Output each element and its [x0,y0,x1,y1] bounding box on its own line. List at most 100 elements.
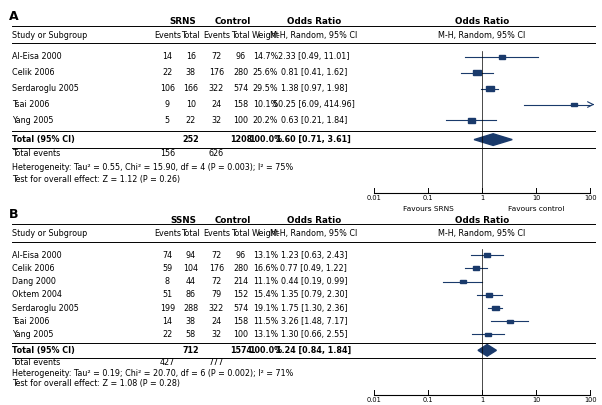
Text: 1.30 [0.66, 2.55]: 1.30 [0.66, 2.55] [281,330,347,339]
Text: 32: 32 [211,330,222,339]
Text: 214: 214 [234,277,249,286]
Text: 50.25 [6.09, 414.96]: 50.25 [6.09, 414.96] [273,100,355,109]
Text: M-H, Random, 95% CI: M-H, Random, 95% CI [438,31,526,40]
Text: 158: 158 [234,317,249,326]
Text: 0.1: 0.1 [423,195,433,201]
Polygon shape [474,134,512,145]
Text: Serdaroglu 2005: Serdaroglu 2005 [12,84,79,93]
Text: Tsai 2006: Tsai 2006 [12,100,49,109]
Text: 280: 280 [234,264,249,273]
Text: 280: 280 [234,68,249,77]
Text: Odds Ratio: Odds Ratio [287,17,341,26]
Text: 59: 59 [163,264,173,273]
Text: Favours control: Favours control [508,206,564,212]
Text: 176: 176 [209,264,224,273]
Text: 322: 322 [209,303,224,313]
Bar [473,70,481,75]
Text: 0.77 [0.49, 1.22]: 0.77 [0.49, 1.22] [281,264,347,273]
Bar [486,293,492,297]
Text: Events: Events [154,31,181,40]
Text: Weight: Weight [252,229,279,238]
Bar [468,118,474,122]
Text: 24: 24 [211,100,222,109]
Text: 58: 58 [185,330,196,339]
Text: 13.1%: 13.1% [253,330,278,339]
Text: Test for overall effect: Z = 1.08 (P = 0.28): Test for overall effect: Z = 1.08 (P = 0… [12,379,180,388]
Text: 8: 8 [165,277,170,286]
Text: 22: 22 [163,330,173,339]
Text: Test for overall effect: Z = 1.12 (P = 0.26): Test for overall effect: Z = 1.12 (P = 0… [12,175,180,184]
Text: Study or Subgroup: Study or Subgroup [12,229,87,238]
Text: 626: 626 [209,149,224,158]
Text: 14: 14 [163,52,172,61]
Text: 14.7%: 14.7% [253,52,278,61]
Text: 0.81 [0.41, 1.62]: 0.81 [0.41, 1.62] [281,68,347,77]
Bar [473,266,479,270]
Text: Total: Total [232,229,250,238]
Text: 9: 9 [165,100,170,109]
Text: Weight: Weight [252,31,279,40]
Text: 38: 38 [186,68,196,77]
Text: 574: 574 [234,84,249,93]
Text: 1.24 [0.84, 1.84]: 1.24 [0.84, 1.84] [276,346,352,355]
Text: 0.44 [0.19, 0.99]: 0.44 [0.19, 0.99] [281,277,347,286]
Text: 25.6%: 25.6% [253,68,278,77]
Text: Total: Total [232,31,250,40]
Text: Dang 2000: Dang 2000 [12,277,56,286]
Text: Al-Eisa 2000: Al-Eisa 2000 [12,251,61,260]
Text: 1.38 [0.97, 1.98]: 1.38 [0.97, 1.98] [281,84,347,93]
Text: Al-Eisa 2000: Al-Eisa 2000 [12,52,61,61]
Text: Odds Ratio: Odds Ratio [287,215,341,225]
Bar [492,306,498,310]
Bar [507,320,513,323]
Text: Total events: Total events [12,149,60,158]
Text: 44: 44 [186,277,196,286]
Text: 199: 199 [160,303,175,313]
Text: 11.5%: 11.5% [253,317,278,326]
Text: 24: 24 [211,317,222,326]
Text: 86: 86 [186,290,196,299]
Text: 16.6%: 16.6% [253,264,278,273]
Text: Yang 2005: Yang 2005 [12,330,54,339]
Text: Heterogeneity: Tau² = 0.55, Chi² = 15.90, df = 4 (P = 0.003); I² = 75%: Heterogeneity: Tau² = 0.55, Chi² = 15.90… [12,163,293,172]
Bar [486,86,494,91]
Bar [571,103,577,106]
Text: Heterogeneity: Tau² = 0.19; Chi² = 20.70, df = 6 (P = 0.002); I² = 71%: Heterogeneity: Tau² = 0.19; Chi² = 20.70… [12,369,293,378]
Text: 1.35 [0.79, 2.30]: 1.35 [0.79, 2.30] [281,290,347,299]
Text: 712: 712 [182,346,199,355]
Text: 100.0%: 100.0% [249,346,282,355]
Text: 288: 288 [183,303,198,313]
Text: 10: 10 [532,396,541,403]
Text: SSNS: SSNS [170,215,196,225]
Text: M-H, Random, 95% CI: M-H, Random, 95% CI [270,229,358,238]
Text: 11.1%: 11.1% [253,277,278,286]
Text: Total: Total [181,229,200,238]
Text: 72: 72 [211,251,222,260]
Text: M-H, Random, 95% CI: M-H, Random, 95% CI [438,229,526,238]
Text: 100: 100 [234,330,249,339]
Text: 16: 16 [186,52,196,61]
Text: 1574: 1574 [230,346,252,355]
Text: Total events: Total events [12,358,60,367]
Text: SRNS: SRNS [170,17,196,26]
Text: 1.23 [0.63, 2.43]: 1.23 [0.63, 2.43] [281,251,347,260]
Text: 100.0%: 100.0% [249,135,282,144]
Text: 29.5%: 29.5% [253,84,278,93]
Text: 96: 96 [236,52,246,61]
Text: 156: 156 [160,149,175,158]
Text: Tsai 2006: Tsai 2006 [12,317,49,326]
Text: 10: 10 [532,195,541,201]
Text: Events: Events [203,229,230,238]
Text: Serdaroglu 2005: Serdaroglu 2005 [12,303,79,313]
Text: 152: 152 [234,290,249,299]
Text: 72: 72 [211,277,222,286]
Text: 1.75 [1.30, 2.36]: 1.75 [1.30, 2.36] [281,303,347,313]
Text: 74: 74 [163,251,172,260]
Polygon shape [478,345,497,356]
Text: 38: 38 [186,317,196,326]
Text: 104: 104 [183,264,198,273]
Text: 1: 1 [480,396,484,403]
Text: 777: 777 [209,358,224,367]
Text: 20.2%: 20.2% [253,116,278,125]
Text: 0.01: 0.01 [367,195,382,201]
